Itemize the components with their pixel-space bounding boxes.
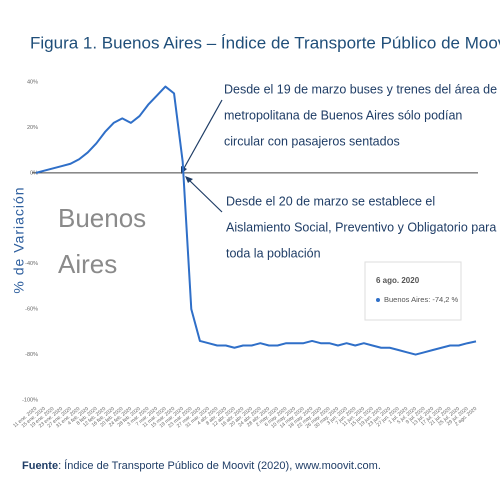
line (35, 85, 477, 356)
y-tick-label: -80% (25, 352, 38, 358)
arrow (182, 99, 223, 171)
source: Fuente: Índice de Transporte Público de … (22, 459, 381, 472)
big-label: Aires (58, 249, 117, 279)
arrow-head (185, 176, 193, 183)
annotation: toda la población (226, 246, 321, 260)
y-tick-label: 20% (27, 125, 38, 131)
tooltip-text: Buenos Aires: -74,2 % (384, 295, 459, 304)
annotation: Desde el 19 de marzo buses y trenes del … (224, 82, 497, 96)
y-tick-label: -40% (25, 261, 38, 267)
source-text: : Índice de Transporte Público de Moovit… (58, 459, 381, 472)
big-label: Buenos (58, 203, 146, 233)
annotation: circular con pasajeros sentados (224, 134, 400, 148)
annotation: metropolitana de Buenos Aires sólo podía… (224, 108, 462, 122)
tooltip-dot (376, 298, 380, 302)
annotation: Aislamiento Social, Preventivo y Obligat… (226, 220, 496, 234)
tooltip (364, 261, 462, 321)
annotation: Desde el 20 de marzo se establece el (226, 194, 435, 208)
y-tick-label: -60% (25, 307, 38, 313)
arrow (187, 178, 223, 213)
tooltip-date: 6 ago. 2020 (376, 276, 420, 285)
chart-title: Figura 1. Buenos Aires – Índice de Trans… (30, 33, 500, 52)
source-label: Fuente (22, 460, 58, 472)
y-tick-label: -100% (22, 397, 38, 403)
y-axis-label: % de Variación (11, 186, 27, 293)
y-tick-label: 40% (27, 79, 38, 85)
